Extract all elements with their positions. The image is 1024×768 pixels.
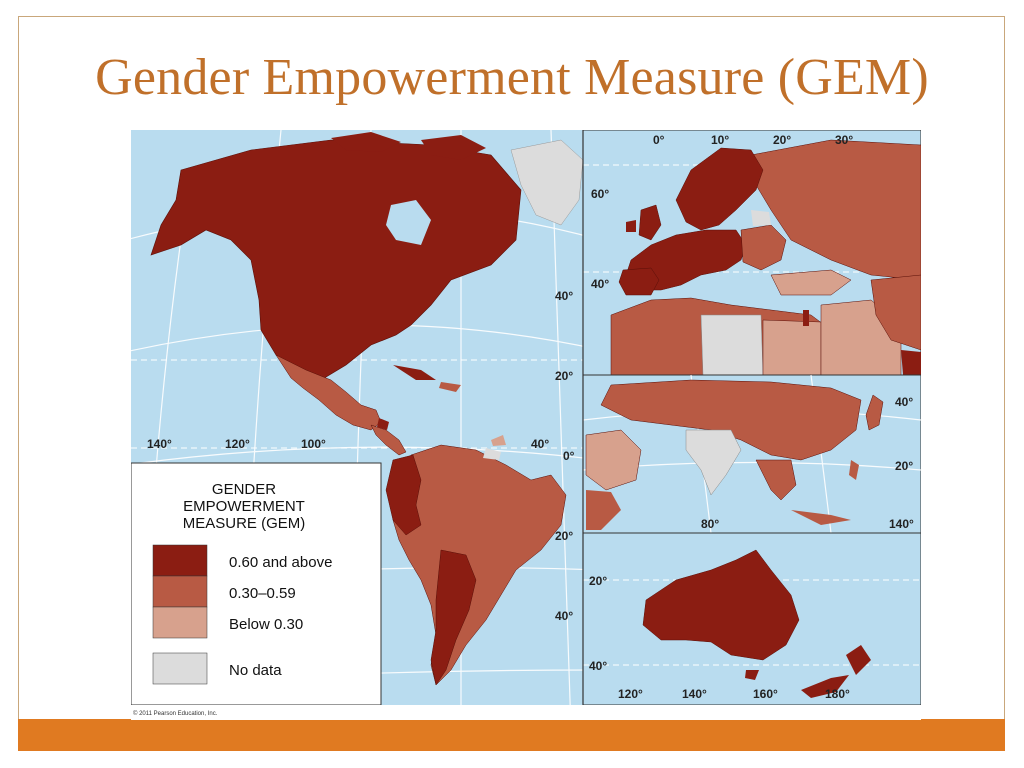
asia-panel: 40° 20° 80° 140° <box>582 374 921 534</box>
egypt <box>762 319 822 376</box>
legend-label-low: Below 0.30 <box>229 616 303 633</box>
new-zealand-north <box>846 645 871 675</box>
europe-lat-60: 60° <box>591 187 609 201</box>
legend-swatch-high <box>152 544 208 577</box>
australia <box>642 549 800 661</box>
legend-label-nodata: No data <box>229 662 282 679</box>
legend-title-line-1: GENDER <box>212 481 276 498</box>
hispaniola <box>439 382 461 392</box>
americas-lon-40: 40° <box>531 437 549 451</box>
arabia-asia <box>585 429 642 491</box>
central-america <box>370 424 407 456</box>
americas-lon-120: 120° <box>225 437 250 451</box>
europe-lon-10: 10° <box>711 133 729 147</box>
legend-swatch-mid <box>152 575 208 608</box>
americas-lon-100: 100° <box>301 437 326 451</box>
americas-dashed-lines <box>131 359 583 449</box>
oceania-lat-40: 40° <box>589 659 607 673</box>
gem-map: 140° 120° 100° 40° 40° 20° 0° 20° 40° <box>131 130 921 720</box>
asia-lat-20: 20° <box>895 459 913 473</box>
scandinavia <box>675 147 764 231</box>
hudson-bay <box>386 200 431 245</box>
oceania-lon-160: 160° <box>753 687 778 701</box>
oceania-lat-20: 20° <box>589 574 607 588</box>
slide-title: Gender Empowerment Measure (GEM) <box>95 49 929 106</box>
asia-lon-80: 80° <box>701 517 719 531</box>
oceania-lon-140: 140° <box>682 687 707 701</box>
argentina <box>430 549 477 686</box>
belarus <box>751 210 771 226</box>
turkey <box>770 269 852 296</box>
legend-label-high: 0.60 and above <box>229 554 332 571</box>
legend-swatch-low <box>152 606 208 639</box>
oceania-panel: 20° 40° 120° 140° 160° 180° <box>582 532 921 706</box>
tasmania <box>745 670 759 680</box>
legend-title-line-3: MEASURE (GEM) <box>183 515 306 532</box>
central-america-high <box>377 418 389 430</box>
philippines <box>849 460 859 480</box>
uk <box>638 204 662 241</box>
mexico <box>275 354 382 431</box>
asia-lat-40: 40° <box>895 395 913 409</box>
venezuela-low <box>491 435 506 446</box>
asia-central <box>600 379 862 461</box>
map-svg: 140° 120° 100° 40° 40° 20° 0° 20° 40° <box>131 130 921 720</box>
japan <box>865 394 884 431</box>
russia <box>750 139 921 281</box>
americas-lat-20n: 20° <box>555 369 573 383</box>
legend-title-line-2: EMPOWERMENT <box>183 498 305 515</box>
israel <box>803 310 809 326</box>
legend-label-mid: 0.30–0.59 <box>229 585 296 602</box>
americas-lat-40s: 40° <box>555 609 573 623</box>
oceania-lon-180: 180° <box>825 687 850 701</box>
copyright-strip <box>131 705 921 720</box>
new-zealand-south <box>801 675 849 698</box>
indonesia <box>791 510 851 525</box>
north-america-high <box>150 139 522 381</box>
europe-lon-30: 30° <box>835 133 853 147</box>
ireland <box>626 220 636 232</box>
iran <box>870 274 921 351</box>
oceania-lon-120: 120° <box>618 687 643 701</box>
uae <box>901 350 921 375</box>
americas-lat-40n: 40° <box>555 289 573 303</box>
asia-lon-140: 140° <box>889 517 914 531</box>
arctic-island-1 <box>331 132 401 152</box>
legend: GENDER EMPOWERMENT MEASURE (GEM) 0.60 an… <box>131 462 382 706</box>
europe-lon-0: 0° <box>653 133 665 147</box>
europe-lat-40: 40° <box>591 277 609 291</box>
greenland <box>510 139 584 226</box>
guianas <box>483 448 501 460</box>
iberia <box>618 267 660 296</box>
legend-swatch-nodata <box>152 652 208 685</box>
copyright-text: © 2011 Pearson Education, Inc. <box>133 710 218 717</box>
peru <box>385 454 422 536</box>
europe-panel: 0° 10° 20° 30° 60° 40° <box>582 130 921 376</box>
cuba <box>393 365 436 380</box>
horn-africa <box>586 490 621 530</box>
india <box>685 429 742 496</box>
arctic-island-2 <box>421 135 486 160</box>
americas-lon-140: 140° <box>147 437 172 451</box>
americas-lat-0: 0° <box>563 449 575 463</box>
americas-lat-20s: 20° <box>555 529 573 543</box>
libya <box>700 314 764 376</box>
footer-bar <box>18 719 1005 751</box>
southeast-asia <box>755 459 797 501</box>
europe-lon-20: 20° <box>773 133 791 147</box>
